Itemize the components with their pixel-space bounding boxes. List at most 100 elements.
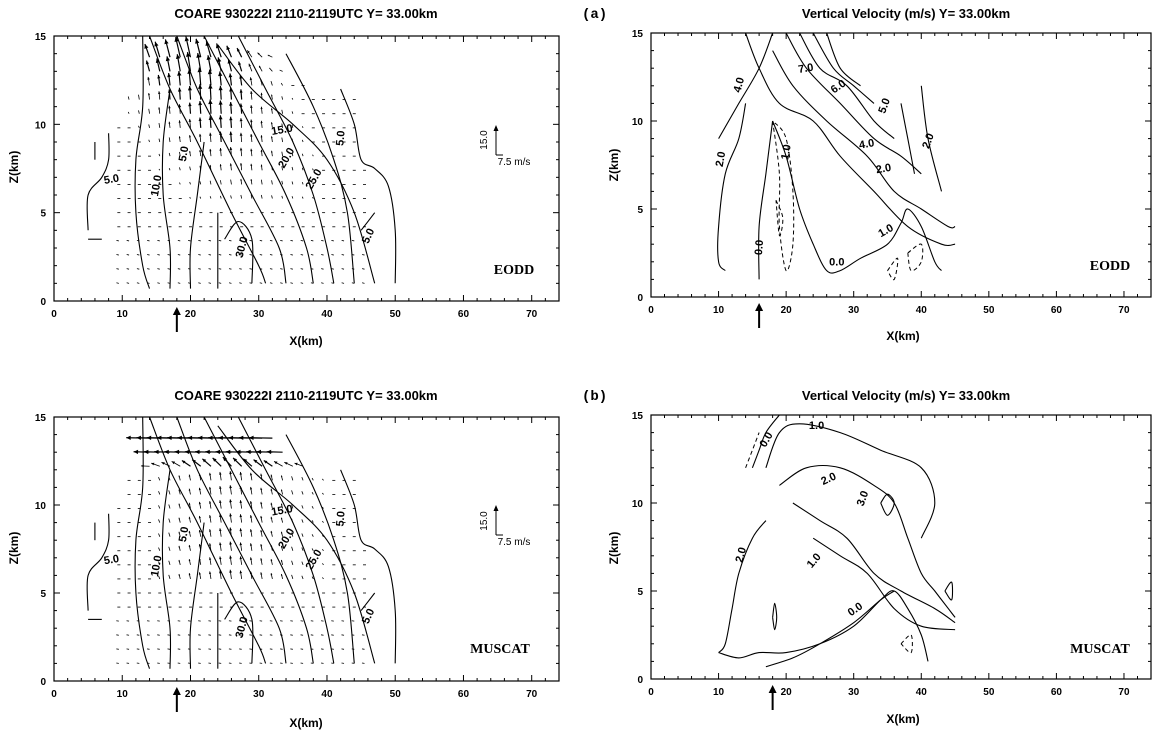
wind-vector: [351, 282, 355, 284]
wind-vector: [321, 520, 324, 523]
wind-vector-head: [198, 473, 201, 476]
x-axis-label: X(km): [289, 334, 322, 348]
wind-vector-head: [271, 94, 273, 97]
wind-vector: [158, 477, 161, 481]
wind-vector-head: [239, 500, 243, 503]
wind-vector: [158, 547, 161, 551]
contour-label: 10.0: [149, 555, 165, 578]
wind-vector: [116, 239, 119, 242]
wind-vector-head: [249, 472, 253, 476]
wind-vector-head: [250, 119, 253, 123]
wind-vector: [301, 153, 304, 157]
wind-vector: [116, 254, 119, 256]
wind-vector: [331, 254, 334, 256]
wind-vector: [301, 491, 304, 495]
y-tick-label: 0: [40, 297, 46, 308]
scale-vertical-label: 15.0: [479, 511, 490, 531]
contour-line-dashed: [775, 200, 784, 237]
x-tick-label: 70: [1118, 305, 1130, 316]
contour-line: [826, 32, 861, 87]
panel-tag: (a): [582, 7, 607, 23]
wind-vector-head: [219, 164, 222, 167]
wind-vector: [291, 152, 294, 157]
wind-vector: [157, 254, 160, 256]
wind-vector: [281, 137, 284, 143]
wind-vector-head: [248, 63, 251, 67]
wind-vector: [321, 563, 324, 566]
wind-vector: [362, 268, 365, 270]
wind-vector: [281, 96, 284, 100]
wind-vector-head: [178, 517, 181, 520]
wind-vector-head: [260, 516, 263, 519]
wind-vector-head: [168, 121, 171, 124]
wind-vector: [127, 111, 130, 114]
wind-vector: [187, 268, 191, 270]
contour-line: [758, 120, 774, 280]
wind-vector-head: [270, 488, 273, 491]
wind-vector: [291, 504, 294, 509]
x-axis-label: X(km): [886, 712, 919, 726]
wind-vector: [168, 532, 171, 537]
contour-label: 30.0: [234, 235, 251, 259]
panel-label: MUSCAT: [470, 642, 530, 657]
wind-vector-head: [229, 471, 232, 475]
contour-line: [189, 522, 205, 669]
wind-vector: [270, 81, 273, 86]
wind-vector-head: [270, 530, 273, 533]
x-tick-label: 20: [185, 309, 197, 320]
wind-vector-head: [188, 474, 191, 477]
contour-line: [189, 141, 205, 289]
wind-vector: [362, 282, 365, 284]
contour-line: [134, 416, 151, 669]
wind-vector-head: [189, 151, 191, 153]
contour-label: 25.0: [304, 167, 325, 192]
plot-frame: [650, 32, 1152, 298]
wind-vector: [321, 549, 324, 552]
wind-vector-head: [229, 541, 232, 545]
contour-label: 15.0: [270, 122, 293, 138]
wind-vector: [198, 254, 201, 256]
contour-label: 5.0: [177, 526, 191, 543]
wind-vector-head: [281, 517, 283, 520]
wind-vector: [179, 167, 181, 171]
x-tick-label: 40: [916, 305, 928, 316]
wind-vector-head: [198, 544, 201, 547]
wind-vector: [271, 180, 273, 185]
wind-vector: [167, 282, 171, 284]
contour-layer: [717, 32, 956, 281]
y-tick-label: 0: [637, 675, 643, 686]
location-arrow-head: [172, 687, 181, 695]
wind-vector-head: [155, 58, 160, 63]
contour-label: 2.0: [714, 151, 728, 168]
wind-vector-head: [177, 435, 182, 440]
wind-vector: [208, 282, 212, 284]
wind-vector: [249, 282, 253, 284]
wind-vector: [158, 505, 161, 509]
wind-vector: [271, 165, 273, 171]
wind-vector: [301, 505, 304, 509]
x-tick-label: 10: [117, 689, 129, 700]
wind-vector: [198, 239, 201, 242]
wind-vector: [157, 268, 160, 270]
wind-vector-head: [249, 501, 253, 504]
wind-vector-head: [270, 573, 273, 576]
wind-vector-head: [158, 91, 161, 94]
wind-vector: [280, 239, 283, 242]
contour-label: 0.0: [829, 256, 844, 268]
wind-vector-head: [239, 132, 243, 136]
wind-vector-head: [174, 449, 180, 455]
location-arrow: [172, 307, 181, 332]
wind-vector: [168, 152, 171, 157]
wind-vector-head: [198, 101, 203, 106]
contour-label: 5.0: [876, 97, 893, 115]
wind-vector-head: [239, 570, 243, 574]
contour-label: 15.0: [271, 503, 294, 519]
contour-label-layer: 5.0 10.0 5.0 15.0 20.0 25.0 30.0 5.0 5.0: [103, 122, 377, 259]
wind-vector: [168, 518, 171, 523]
wind-vector: [126, 239, 130, 242]
wind-vector: [239, 239, 242, 242]
wind-vector: [136, 239, 140, 242]
wind-vector-head: [228, 435, 234, 440]
wind-vector: [341, 282, 345, 284]
wind-vector-head: [270, 545, 273, 547]
